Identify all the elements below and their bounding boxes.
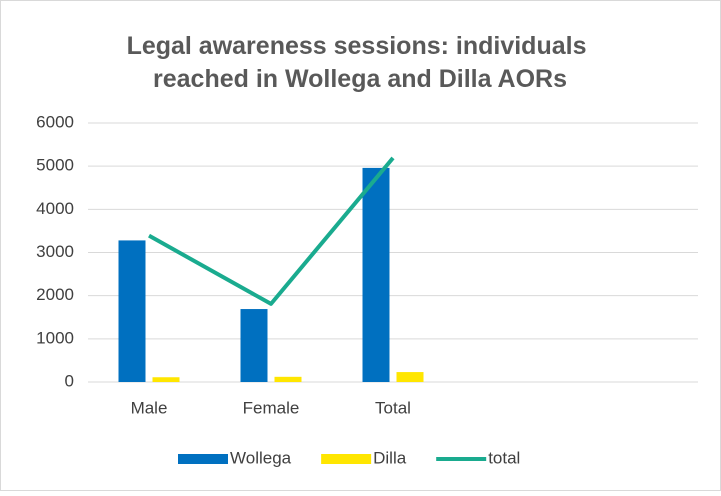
legend-label: Wollega [230,448,292,467]
chart-title-line: reached in Wollega and Dilla AORs [153,65,567,93]
bar [118,240,146,382]
bar [274,376,302,382]
y-tick-label: 2000 [36,285,74,304]
y-tick-label: 5000 [36,156,74,175]
bar [240,309,268,382]
line [148,156,395,306]
chart-title: Legal awareness sessions: individuals re… [127,32,594,93]
legend-swatch [178,454,228,464]
legend-label: Dilla [373,448,407,467]
y-tick-label: 6000 [36,112,74,131]
bar [362,167,390,382]
x-tick-label: Female [243,398,300,417]
chart-title-line: Legal awareness sessions: individuals [127,32,587,60]
bar [396,372,424,382]
y-tick-label: 3000 [36,242,74,261]
y-tick-label: 0 [65,371,74,390]
y-tick-label: 4000 [36,199,74,218]
legend-swatch [321,454,372,464]
y-tick-label: 1000 [36,328,74,347]
legend-label: total [488,448,520,467]
bar [152,377,180,382]
x-tick-label: Male [131,398,168,417]
x-tick-label: Total [375,398,411,417]
